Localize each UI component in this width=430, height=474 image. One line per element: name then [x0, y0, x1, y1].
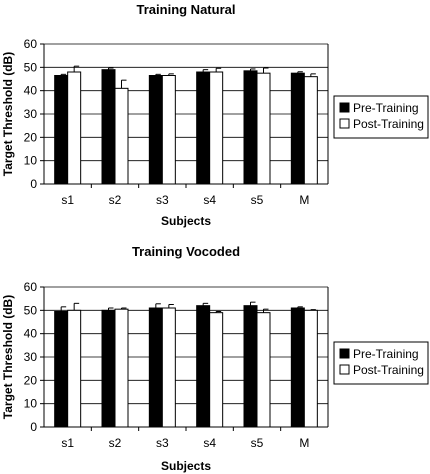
legend-label: Pre-Training — [353, 347, 419, 361]
legend-label: Post-Training — [353, 117, 424, 131]
bar-post-training-s5 — [256, 72, 271, 185]
bar-pre-training-s3 — [148, 307, 163, 428]
legend-box — [333, 341, 429, 385]
legend: Pre-Training Post-Training — [333, 341, 429, 385]
x-axis-label: Subjects — [161, 459, 211, 473]
x-tick-label: s1 — [61, 436, 74, 450]
bar-post-training-s2 — [114, 87, 129, 185]
chart-title: Training Natural — [137, 2, 236, 17]
y-axis-label: Target Threshold (dB) — [1, 52, 15, 176]
bar-post-training-s4 — [209, 71, 224, 185]
y-tick-label: 60 — [24, 280, 38, 294]
x-tick-label: s4 — [203, 436, 216, 450]
legend-swatch — [339, 348, 350, 359]
bar-pre-training-s4 — [196, 305, 211, 428]
x-axis-label: Subjects — [161, 214, 211, 228]
legend-swatch — [339, 102, 350, 113]
bar-post-training-s3 — [161, 75, 176, 185]
bar-pre-training-s1 — [54, 75, 69, 185]
bar-post-training-s3 — [161, 307, 176, 428]
bar-pre-training-s5 — [243, 305, 258, 428]
y-tick-label: 30 — [24, 107, 38, 121]
x-tick-label: s3 — [156, 193, 169, 207]
legend-label: Pre-Training — [353, 101, 419, 115]
bar-pre-training-s1 — [54, 311, 69, 428]
bar-pre-training-M — [290, 307, 305, 428]
chart-title: Training Vocoded — [132, 244, 240, 259]
bar-post-training-s5 — [256, 312, 271, 428]
legend-label: Post-Training — [353, 363, 424, 377]
bar-pre-training-s2 — [101, 69, 116, 185]
x-tick-label: s1 — [61, 193, 74, 207]
bar-post-training-s4 — [209, 312, 224, 428]
bar-post-training-M — [303, 309, 318, 428]
y-tick-label: 50 — [24, 60, 38, 74]
legend-swatch — [339, 118, 350, 129]
x-tick-label: M — [299, 436, 309, 450]
y-tick-label: 0 — [30, 420, 37, 434]
bar-post-training-s1 — [67, 309, 82, 428]
y-tick-label: 60 — [24, 37, 38, 51]
legend-box — [333, 95, 429, 139]
x-tick-label: s2 — [109, 436, 122, 450]
x-tick-label: s5 — [251, 193, 264, 207]
bar-post-training-s2 — [114, 308, 129, 428]
y-tick-label: 10 — [24, 397, 38, 411]
chart-panel-2: Training Vocoded 0 10 20 30 40 50 60 Target Thre… — [1, 244, 429, 473]
x-tick-label: s2 — [109, 193, 122, 207]
legend: Pre-Training Post-Training — [333, 95, 429, 139]
y-tick-label: 40 — [24, 84, 38, 98]
bar-post-training-s1 — [67, 71, 82, 185]
y-axis-label: Target Threshold (dB) — [1, 295, 15, 419]
y-tick-label: 20 — [24, 373, 38, 387]
x-tick-label: s3 — [156, 436, 169, 450]
bar-post-training-M — [303, 76, 318, 185]
bar-pre-training-s3 — [148, 75, 163, 185]
y-tick-label: 50 — [24, 303, 38, 317]
x-tick-label: M — [299, 193, 309, 207]
y-tick-label: 40 — [24, 327, 38, 341]
bar-pre-training-s5 — [243, 70, 258, 185]
y-tick-label: 10 — [24, 154, 38, 168]
legend-swatch — [339, 364, 350, 375]
bar-pre-training-s4 — [196, 71, 211, 185]
bar-pre-training-s2 — [101, 309, 116, 428]
x-tick-label: s4 — [203, 193, 216, 207]
y-tick-label: 20 — [24, 130, 38, 144]
chart-panel-1: Training Natural 0 10 20 30 40 50 60 Target Thre… — [1, 2, 429, 228]
y-tick-label: 30 — [24, 350, 38, 364]
y-tick-label: 0 — [30, 177, 37, 191]
x-tick-label: s5 — [251, 436, 264, 450]
bar-pre-training-M — [290, 72, 305, 185]
